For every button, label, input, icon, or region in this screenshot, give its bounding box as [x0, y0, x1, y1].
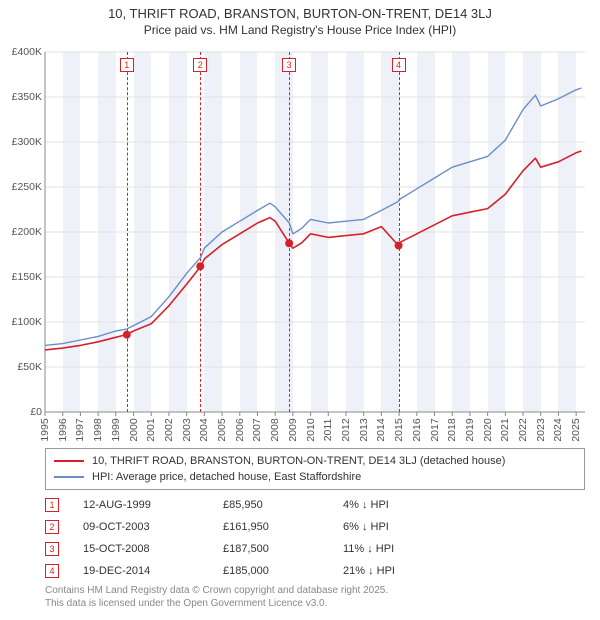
legend-label-property: 10, THRIFT ROAD, BRANSTON, BURTON-ON-TRE…	[92, 455, 505, 467]
sale-delta: 21% ↓ HPI	[343, 565, 463, 577]
x-tick-label: 2007	[251, 418, 263, 441]
x-tick-label: 2008	[269, 418, 281, 441]
sales-table: 1 12-AUG-1999 £85,950 4% ↓ HPI 2 09-OCT-…	[45, 494, 585, 582]
x-tick-label: 2021	[499, 418, 511, 441]
x-tick-label: 2019	[464, 418, 476, 441]
plot-area: £0£50K£100K£150K£200K£250K£300K£350K£400…	[45, 52, 585, 412]
legend: 10, THRIFT ROAD, BRANSTON, BURTON-ON-TRE…	[45, 448, 585, 490]
x-tick-label: 2015	[393, 418, 405, 441]
x-tick-label: 2006	[234, 418, 246, 441]
x-tick-label: 2001	[145, 418, 157, 441]
table-row: 4 19-DEC-2014 £185,000 21% ↓ HPI	[45, 560, 585, 582]
chart-marker-chip: 2	[193, 58, 207, 72]
x-tick-label: 2022	[517, 418, 529, 441]
y-tick-label: £300K	[0, 136, 42, 148]
legend-label-hpi: HPI: Average price, detached house, East…	[92, 471, 361, 483]
y-tick-label: £250K	[0, 181, 42, 193]
sale-delta: 4% ↓ HPI	[343, 499, 463, 511]
sale-price: £161,950	[223, 521, 343, 533]
sale-price: £85,950	[223, 499, 343, 511]
legend-row: HPI: Average price, detached house, East…	[54, 469, 576, 485]
sale-badge: 2	[45, 520, 59, 534]
y-tick-label: £150K	[0, 271, 42, 283]
x-tick-label: 2025	[570, 418, 582, 441]
x-tick-label: 2024	[552, 418, 564, 441]
footer: Contains HM Land Registry data © Crown c…	[45, 584, 388, 610]
x-tick-label: 2011	[322, 419, 334, 442]
x-tick-label: 2014	[375, 418, 387, 441]
x-tick-label: 1998	[92, 418, 104, 441]
title-line2: Price paid vs. HM Land Registry's House …	[10, 23, 590, 37]
x-tick-label: 2005	[216, 418, 228, 441]
sale-delta: 11% ↓ HPI	[343, 543, 463, 555]
y-tick-label: £350K	[0, 91, 42, 103]
footer-line2: This data is licensed under the Open Gov…	[45, 597, 388, 610]
y-tick-label: £400K	[0, 46, 42, 58]
sale-date: 15-OCT-2008	[83, 543, 223, 555]
table-row: 3 15-OCT-2008 £187,500 11% ↓ HPI	[45, 538, 585, 560]
sale-date: 12-AUG-1999	[83, 499, 223, 511]
legend-row: 10, THRIFT ROAD, BRANSTON, BURTON-ON-TRE…	[54, 453, 576, 469]
sale-price: £185,000	[223, 565, 343, 577]
table-row: 1 12-AUG-1999 £85,950 4% ↓ HPI	[45, 494, 585, 516]
chart-container: 10, THRIFT ROAD, BRANSTON, BURTON-ON-TRE…	[0, 0, 600, 620]
x-tick-label: 2000	[128, 418, 140, 441]
sale-badge: 1	[45, 498, 59, 512]
series-lines	[45, 52, 585, 412]
x-tick-label: 2020	[482, 418, 494, 441]
x-tick-label: 2003	[181, 418, 193, 441]
x-tick-label: 2023	[535, 418, 547, 441]
legend-swatch-property	[54, 460, 84, 462]
x-tick-label: 2009	[287, 418, 299, 441]
x-tick-label: 2016	[411, 418, 423, 441]
title-block: 10, THRIFT ROAD, BRANSTON, BURTON-ON-TRE…	[0, 0, 600, 39]
sale-date: 09-OCT-2003	[83, 521, 223, 533]
sale-badge: 3	[45, 542, 59, 556]
sale-price: £187,500	[223, 543, 343, 555]
footer-line1: Contains HM Land Registry data © Crown c…	[45, 584, 388, 597]
x-tick-label: 2002	[163, 418, 175, 441]
sale-delta: 6% ↓ HPI	[343, 521, 463, 533]
x-tick-label: 2018	[446, 418, 458, 441]
sale-date: 19-DEC-2014	[83, 565, 223, 577]
x-tick-label: 1996	[57, 418, 69, 441]
x-tick-label: 1997	[74, 418, 86, 441]
y-tick-label: £0	[0, 406, 42, 418]
chart-marker-chip: 1	[120, 58, 134, 72]
x-tick-label: 2004	[198, 418, 210, 441]
y-tick-label: £100K	[0, 316, 42, 328]
x-tick-label: 2017	[429, 418, 441, 441]
x-tick-label: 1999	[110, 418, 122, 441]
table-row: 2 09-OCT-2003 £161,950 6% ↓ HPI	[45, 516, 585, 538]
x-tick-label: 2013	[358, 418, 370, 441]
chart-marker-chip: 4	[392, 58, 406, 72]
chart-marker-chip: 3	[282, 58, 296, 72]
x-tick-label: 2010	[305, 418, 317, 441]
legend-swatch-hpi	[54, 476, 84, 478]
y-tick-label: £200K	[0, 226, 42, 238]
x-tick-label: 2012	[340, 418, 352, 441]
title-line1: 10, THRIFT ROAD, BRANSTON, BURTON-ON-TRE…	[10, 6, 590, 21]
sale-badge: 4	[45, 564, 59, 578]
x-tick-label: 1995	[39, 418, 51, 441]
y-tick-label: £50K	[0, 361, 42, 373]
